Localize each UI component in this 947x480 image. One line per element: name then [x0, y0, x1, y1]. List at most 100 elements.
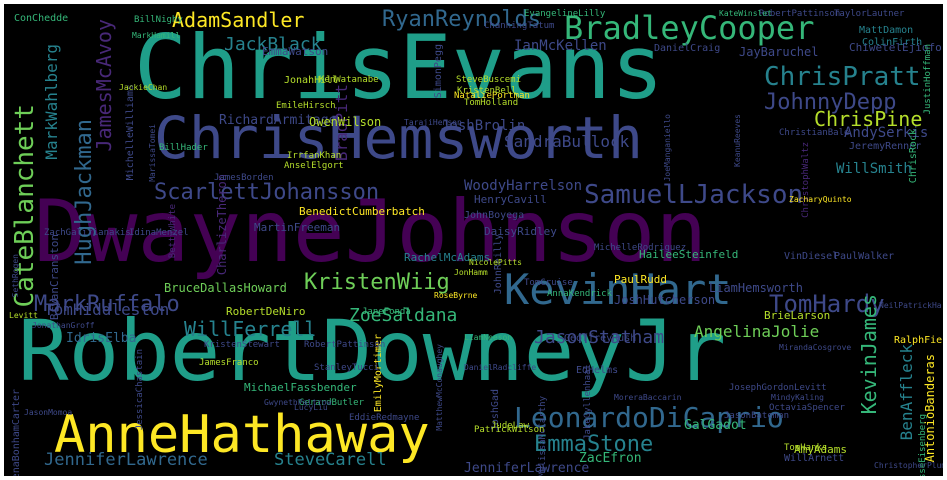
word-kevinhart: KevinHart — [504, 265, 732, 314]
word-rachelmcadams: RachelMcAdams — [404, 251, 491, 264]
word-adamsandler: AdamSandler — [172, 8, 305, 32]
word-tomcruise: TomCruise — [524, 278, 573, 288]
word-melissamccarthy: MelissaMcCarthy — [538, 396, 548, 476]
word-annakendrick: AnnaKendrick — [547, 289, 613, 299]
word-jaybaruchel: JayBaruchel — [739, 45, 819, 59]
word-eddieredmayne: EddieRedmayne — [349, 413, 420, 423]
word-liamhemsworth: LiamHemsworth — [709, 281, 803, 295]
word-joshhutcherson: JoshHutcherson — [614, 293, 716, 307]
word-jeremyrenner: JeremyRenner — [849, 141, 922, 152]
word-anselelgort: AnselElgort — [284, 161, 344, 171]
word-jamesmcavoy: JamesMcAvoy — [92, 19, 116, 152]
word-willferrell: WillFerrell — [184, 317, 317, 341]
word-christopherplummer: ChristopherPlummer — [874, 461, 943, 470]
word-robertpattinson: RobertPattinson — [304, 340, 386, 350]
word-richardarmitage: RichardArmitage — [219, 113, 337, 128]
word-benedictcumberbatch: BenedictCumberbatch — [299, 205, 425, 218]
word-billnighy: BillNighy — [134, 15, 183, 25]
word-haileesteinfeld: HaileeSteinfeld — [639, 248, 739, 261]
word-willsmith: WillSmith — [836, 161, 912, 177]
word-chrispine: ChrisPine — [814, 107, 923, 131]
word-sandrabullock: SandraBullock — [504, 132, 630, 151]
word-sethrogen: SethRogen — [11, 254, 20, 298]
word-johnnydepp: JohnnyDepp — [764, 90, 897, 115]
word-helenabonhamcarter: HelenaBonhamCarter — [11, 389, 22, 476]
word-taylorlautner: TaylorLautner — [834, 9, 905, 19]
word-octaviaspencer: OctaviaSpencer — [769, 403, 845, 413]
word-zacharyquinto: ZacharyQuinto — [789, 195, 852, 204]
word-ianmckellen: IanMcKellen — [514, 38, 607, 54]
word-jackiechan: JackieChan — [119, 83, 168, 92]
word-paulrudd: PaulRudd — [614, 273, 667, 286]
word-neilpatrickharris: NeilPatrickHarris — [879, 301, 943, 310]
word-channingtatum: ChanningTatum — [484, 21, 555, 31]
word-chrisevans: ChrisEvans — [134, 16, 664, 119]
word-jonahhill: JonahHill — [284, 75, 339, 86]
word-christianbale: ChristianBale — [779, 128, 850, 138]
word-matthewmcconaughey: MatthewMcConaughey — [435, 344, 444, 431]
word-kristenbell: KristenBell — [457, 86, 517, 96]
word-josephgordonlevitt: JosephGordonLevitt — [729, 383, 827, 393]
word-bryancranston: BryanCranston — [48, 234, 61, 321]
word-robertpattinson: RobertPattinson — [759, 9, 841, 19]
word-jamesborden: JamesBorden — [214, 173, 274, 183]
word-joshbrolin: JoshBrolin — [441, 118, 526, 134]
word-scarlettjohansson: ScarlettJohansson — [154, 180, 380, 205]
word-geoffreyrush: GeoffreyRush — [564, 333, 637, 344]
word-cloud: DwayneJohnson RobertDowneyJr ChrisEvans Chr… — [4, 4, 943, 476]
word-lucyliu: LucyLiu — [294, 403, 328, 412]
word-gerardbutler: GerardButler — [299, 398, 365, 408]
word-zacefron: ZacEfron — [579, 451, 642, 466]
word-jonhamm: JonHamm — [454, 268, 488, 277]
word-zachgalifianakis: ZachGalifianakis — [44, 228, 131, 238]
word-robertdowneyjr: RobertDowneyJr — [18, 302, 727, 400]
word-markwahlberg: MarkWahlberg — [42, 44, 61, 160]
word-galgadot: GalGadot — [684, 418, 747, 433]
word-ryanreynolds: RyanReynolds — [382, 7, 541, 32]
word-stevebuscemi: SteveBuscemi — [456, 75, 522, 85]
word-owenwilson: OwenWilson — [309, 115, 382, 129]
word-jasonstatham: JasonStatham — [534, 327, 665, 348]
word-bradleycooper: BradleyCooper — [564, 9, 815, 47]
word-jakegyllenhaal: JakeGyllenhaal — [583, 364, 593, 440]
word-michellewilliams: MichelleWilliams — [125, 84, 136, 181]
word-martinfreeman: MartinFreeman — [254, 221, 341, 234]
word-natalieportman: NataliePortman — [454, 91, 530, 101]
word-tomhanks: TomHanks — [784, 443, 828, 453]
word-stevecarell: SteveCarell — [274, 450, 387, 470]
word-billhader: BillHader — [159, 143, 208, 153]
word-zoesaldana: ZoeSaldana — [349, 305, 458, 326]
word-simonpegg: SimonPegg — [433, 44, 444, 99]
word-markruffalo: MarkRuffalo — [34, 292, 180, 317]
word-michellerodriguez: MichelleRodriguez — [594, 243, 687, 253]
word-angelinajolie: AngelinaJolie — [694, 322, 820, 341]
word-kristenstewart: KristenStewart — [204, 340, 280, 350]
word-jasonmomoa: JasonMomoa — [24, 408, 73, 417]
word-mirandacosgrove: MirandaCosgrove — [779, 343, 852, 352]
word-ralphfiennes: RalphFiennes — [894, 335, 943, 346]
word-jackblack: JackBlack — [224, 34, 322, 55]
word-emmawatson: EmmaWatson — [262, 45, 329, 58]
word-jenniferlawrence: JenniferLawrence — [464, 461, 590, 476]
word-brielarson: BrieLarson — [764, 309, 831, 322]
word-tomhiddleston: TomHiddleston — [44, 300, 170, 319]
word-tomhardy: TomHardy — [769, 290, 885, 318]
word-willarnett: WillArnett — [784, 453, 845, 464]
word-paulwalker: PaulWalker — [834, 251, 895, 262]
word-chiwetelejiofor: ChiwetelEjiofor — [849, 41, 943, 54]
word-mindykaling: MindyKaling — [771, 393, 824, 402]
word-robertdeniro: RobertDeNiro — [226, 305, 306, 318]
word-jenniferlawrence: JenniferLawrence — [44, 450, 208, 470]
word-irrfankhan: IrrfanKhan — [287, 151, 342, 161]
word-judelaw: JudeLaw — [491, 421, 529, 431]
word-henrycavill: HenryCavill — [474, 193, 547, 206]
word-rosebyrne: RoseByrne — [434, 291, 478, 300]
word-michaelfassbender: MichaelFassbender — [244, 381, 357, 394]
word-amyadams: AmyAdams — [794, 443, 847, 456]
word-katewinslet: KateWinslet — [719, 9, 772, 18]
word-daisyridley: DaisyRidley — [484, 225, 557, 238]
word-andyserkis: AndySerkis — [844, 125, 929, 141]
word-kenwatanabe: KenWatanabe — [319, 75, 379, 85]
word-brucedallashoward: BruceDallasHoward — [164, 281, 287, 295]
